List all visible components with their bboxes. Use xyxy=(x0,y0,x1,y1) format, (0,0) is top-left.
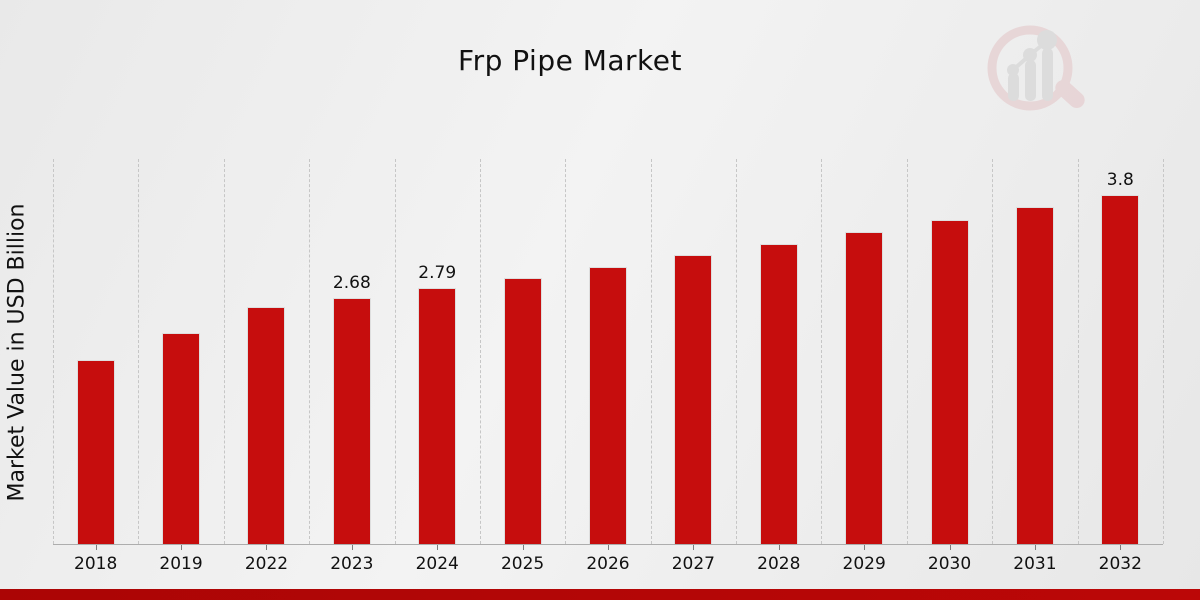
x-axis-label-2018: 2018 xyxy=(74,554,118,574)
bar-2018 xyxy=(76,360,115,544)
bar-2030 xyxy=(930,220,969,544)
x-axis-tick xyxy=(95,545,97,550)
x-axis-tick xyxy=(266,545,268,550)
x-axis-label-2024: 2024 xyxy=(415,554,459,574)
x-axis-tick xyxy=(1120,545,1122,550)
footer-accent-bar xyxy=(0,589,1200,600)
x-axis-tick xyxy=(864,545,866,550)
x-axis-label-2025: 2025 xyxy=(500,554,545,574)
x-axis-label-2030: 2030 xyxy=(927,554,972,574)
gridline xyxy=(479,159,481,544)
bar-2031 xyxy=(1015,207,1054,544)
gridline xyxy=(53,159,54,544)
bar-2024 xyxy=(418,288,457,544)
gridline xyxy=(138,159,140,544)
bar-2032 xyxy=(1101,195,1140,544)
y-axis-label: Market Value in USD Billion xyxy=(4,203,30,502)
gridline xyxy=(821,159,823,544)
gridline xyxy=(736,159,738,544)
x-axis-tick xyxy=(437,545,439,550)
x-axis-tick xyxy=(181,545,183,550)
gridline xyxy=(1077,159,1079,544)
gridline xyxy=(1163,159,1164,544)
bar-2029 xyxy=(845,232,884,544)
x-axis-label-2029: 2029 xyxy=(842,554,886,574)
bar-value-label-2023: 2.68 xyxy=(332,273,371,293)
gridline xyxy=(992,159,994,544)
bar-2026 xyxy=(589,267,627,544)
x-axis-label-2023: 2023 xyxy=(330,554,374,574)
x-axis-tick xyxy=(778,545,780,550)
bar-value-label-2024: 2.79 xyxy=(418,263,457,283)
gridline xyxy=(394,159,396,544)
bar-value-label-2032: 3.8 xyxy=(1106,170,1134,190)
x-axis-tick xyxy=(693,545,695,550)
gridline xyxy=(650,159,652,544)
bar-2022 xyxy=(247,307,286,544)
bar-2023 xyxy=(332,298,371,544)
gridline xyxy=(565,159,567,544)
x-axis-label-2022: 2022 xyxy=(244,554,289,574)
gridline xyxy=(309,159,311,544)
x-axis-label-2032: 2032 xyxy=(1098,554,1142,574)
x-axis-label-2027: 2027 xyxy=(671,554,715,574)
x-axis-label-2031: 2031 xyxy=(1013,554,1057,574)
bar-2027 xyxy=(674,255,713,544)
x-axis-label-2028: 2028 xyxy=(757,554,801,574)
chart-title: Frp Pipe Market xyxy=(458,44,682,77)
x-axis-tick xyxy=(608,545,609,550)
magnifier-bar-chart-logo-icon xyxy=(987,25,1085,111)
x-axis-tick xyxy=(949,545,951,550)
bar-2025 xyxy=(503,278,542,544)
x-axis-tick xyxy=(522,545,524,550)
bar-2028 xyxy=(759,244,798,544)
x-axis-label-2026: 2026 xyxy=(586,554,630,574)
bar-2019 xyxy=(162,333,201,544)
x-axis-tick xyxy=(351,545,353,550)
x-axis-tick xyxy=(1034,545,1036,550)
plot-area: 2018 2019 2022 2.68 2023 2.79 2024 2025 2026 2027… xyxy=(53,159,1164,574)
gridline xyxy=(906,159,908,544)
gridline xyxy=(223,159,225,544)
x-axis-label-2019: 2019 xyxy=(159,554,203,574)
